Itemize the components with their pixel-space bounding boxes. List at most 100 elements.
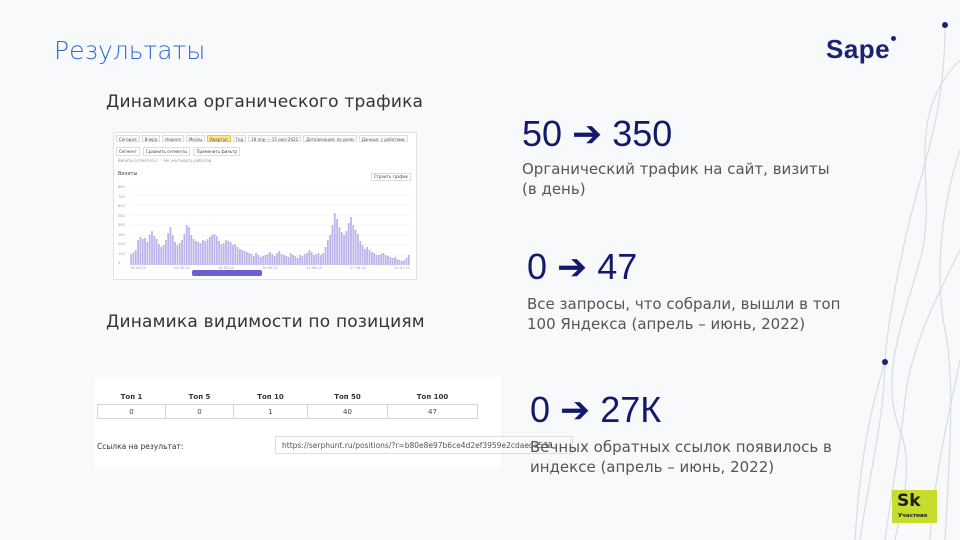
result-link-field[interactable]: https://serphunt.ru/positions/?r=b80e8e9… — [275, 436, 573, 454]
chart-bar — [310, 252, 313, 265]
tab-week[interactable]: Неделя — [162, 135, 184, 142]
chart-bar — [401, 261, 403, 265]
header-top50: Топ 50 — [334, 393, 361, 401]
chart-bar — [396, 259, 399, 265]
chart-bar — [266, 254, 269, 265]
chart-bar — [308, 250, 311, 265]
chart-bar — [158, 244, 160, 265]
chart-bar — [382, 253, 385, 265]
chart-bar — [276, 253, 278, 265]
date-range-picker[interactable]: 18 апр — 15 июл 2022 — [248, 135, 302, 142]
chart-bar — [387, 256, 389, 265]
chart-bar — [239, 249, 241, 265]
chart-bar — [134, 250, 137, 265]
y-tick-label: 0 — [118, 261, 121, 265]
compare-segments-button[interactable]: Сравнить сегменты — [142, 147, 191, 156]
chart-bar — [269, 252, 271, 265]
chart-bar — [141, 239, 144, 265]
chart-bar — [155, 239, 158, 265]
stat-links-value: 0 ➔ 27К — [530, 389, 662, 430]
chart-bar — [208, 237, 211, 265]
option-visits[interactable]: Визиты (отметить) — [118, 158, 158, 163]
chart-bar — [169, 227, 172, 265]
result-link-label: Ссылка на результат: — [97, 442, 184, 451]
chart-bar — [174, 242, 177, 265]
chart-bar — [347, 223, 350, 265]
chart-bar — [301, 256, 304, 265]
chart-bar — [322, 253, 325, 265]
chart-bar — [331, 225, 334, 265]
chart-bar — [171, 235, 174, 265]
tab-today[interactable]: Сегодня — [116, 135, 140, 142]
chart-bar — [333, 213, 336, 265]
chart-bar — [245, 252, 248, 265]
chart-bar — [195, 241, 197, 265]
chart-bar — [259, 257, 262, 265]
chart-bar — [255, 253, 257, 265]
chart-bar — [248, 253, 251, 265]
apply-filter-button[interactable]: Применить фильтр — [193, 147, 241, 156]
chart-bar — [229, 242, 232, 265]
chart-bar — [361, 245, 364, 265]
chart-bar — [202, 240, 204, 265]
chart-bar — [289, 253, 292, 265]
chart-type-select[interactable]: Строить график — [370, 173, 411, 181]
chart-bar — [380, 254, 382, 265]
y-tick-label: 200 — [118, 242, 125, 246]
chart-bar — [366, 247, 369, 265]
tab-yesterday[interactable]: Вчера — [141, 135, 161, 142]
chart-bar — [320, 255, 322, 265]
chart-bar — [222, 243, 225, 265]
y-tick-label: 100 — [118, 251, 125, 256]
data-select[interactable]: Данные: с роботами — [358, 135, 408, 142]
tab-quarter[interactable]: Квартал — [207, 135, 231, 142]
chart-bar — [370, 252, 373, 265]
chart-bar — [153, 236, 156, 265]
traffic-tabs: Сегодня Вчера Неделя Месяц Квартал Год 1… — [116, 135, 408, 142]
header-top10: Топ 10 — [257, 393, 284, 401]
header-top1: Топ 1 — [120, 393, 143, 401]
chart-bar — [336, 219, 338, 265]
header-top5: Топ 5 — [188, 393, 211, 401]
chart-bar — [391, 258, 394, 265]
chart-bar — [234, 244, 237, 265]
chart-bar — [176, 245, 179, 265]
chart-bar — [213, 234, 216, 265]
tab-year[interactable]: Год — [232, 135, 247, 142]
traffic-bar-chart — [130, 185, 410, 265]
segment-filters: Сегмент Сравнить сегменты Применить филь… — [116, 147, 241, 156]
x-tick-label: 18.04.22 — [130, 266, 146, 270]
table-row: 0 0 1 40 47 — [97, 404, 478, 419]
badge-label: Участник — [898, 513, 928, 519]
chart-bar — [292, 255, 295, 265]
chart-bar — [183, 234, 186, 265]
chart-bar — [354, 230, 357, 265]
chart-bar — [285, 256, 288, 265]
y-axis-labels: 800 700 600 500 400 300 200 100 0 — [118, 185, 130, 265]
chart-bar — [375, 255, 378, 265]
chart-bar — [280, 254, 283, 265]
x-tick-label: 02.05.22 — [174, 266, 190, 270]
chart-bar — [146, 242, 149, 265]
chart-scrollbar[interactable] — [192, 270, 262, 276]
stat-queries-description: Все запросы, что собрали, вышли в топ 10… — [527, 295, 841, 333]
stat-traffic-description: Органический трафик на сайт, визиты (в д… — [522, 160, 830, 198]
positions-table: Топ 1 Топ 5 Топ 10 Топ 50 Топ 100 0 0 1 … — [97, 390, 478, 419]
chart-bar — [303, 254, 306, 265]
chart-bar — [218, 241, 220, 265]
x-tick-label: 11.07.22 — [394, 266, 410, 270]
chart-bar — [227, 241, 230, 265]
chart-bar — [273, 256, 276, 265]
segment-button[interactable]: Сегмент — [116, 147, 140, 156]
chart-bar — [206, 239, 209, 265]
option-robots[interactable]: Не учитывать роботов — [163, 158, 212, 163]
positions-screenshot: Топ 1 Топ 5 Топ 10 Топ 50 Топ 100 0 0 1 … — [95, 377, 573, 467]
detail-select[interactable]: Детализация: по дням — [303, 135, 357, 142]
tab-month[interactable]: Месяц — [185, 135, 206, 142]
header-top100: Топ 100 — [416, 393, 449, 401]
chart-bar — [278, 251, 281, 265]
chart-bar — [324, 247, 327, 265]
x-tick-label: 13.06.22 — [306, 266, 322, 270]
chart-bar — [359, 241, 362, 265]
chart-bar — [160, 247, 163, 265]
